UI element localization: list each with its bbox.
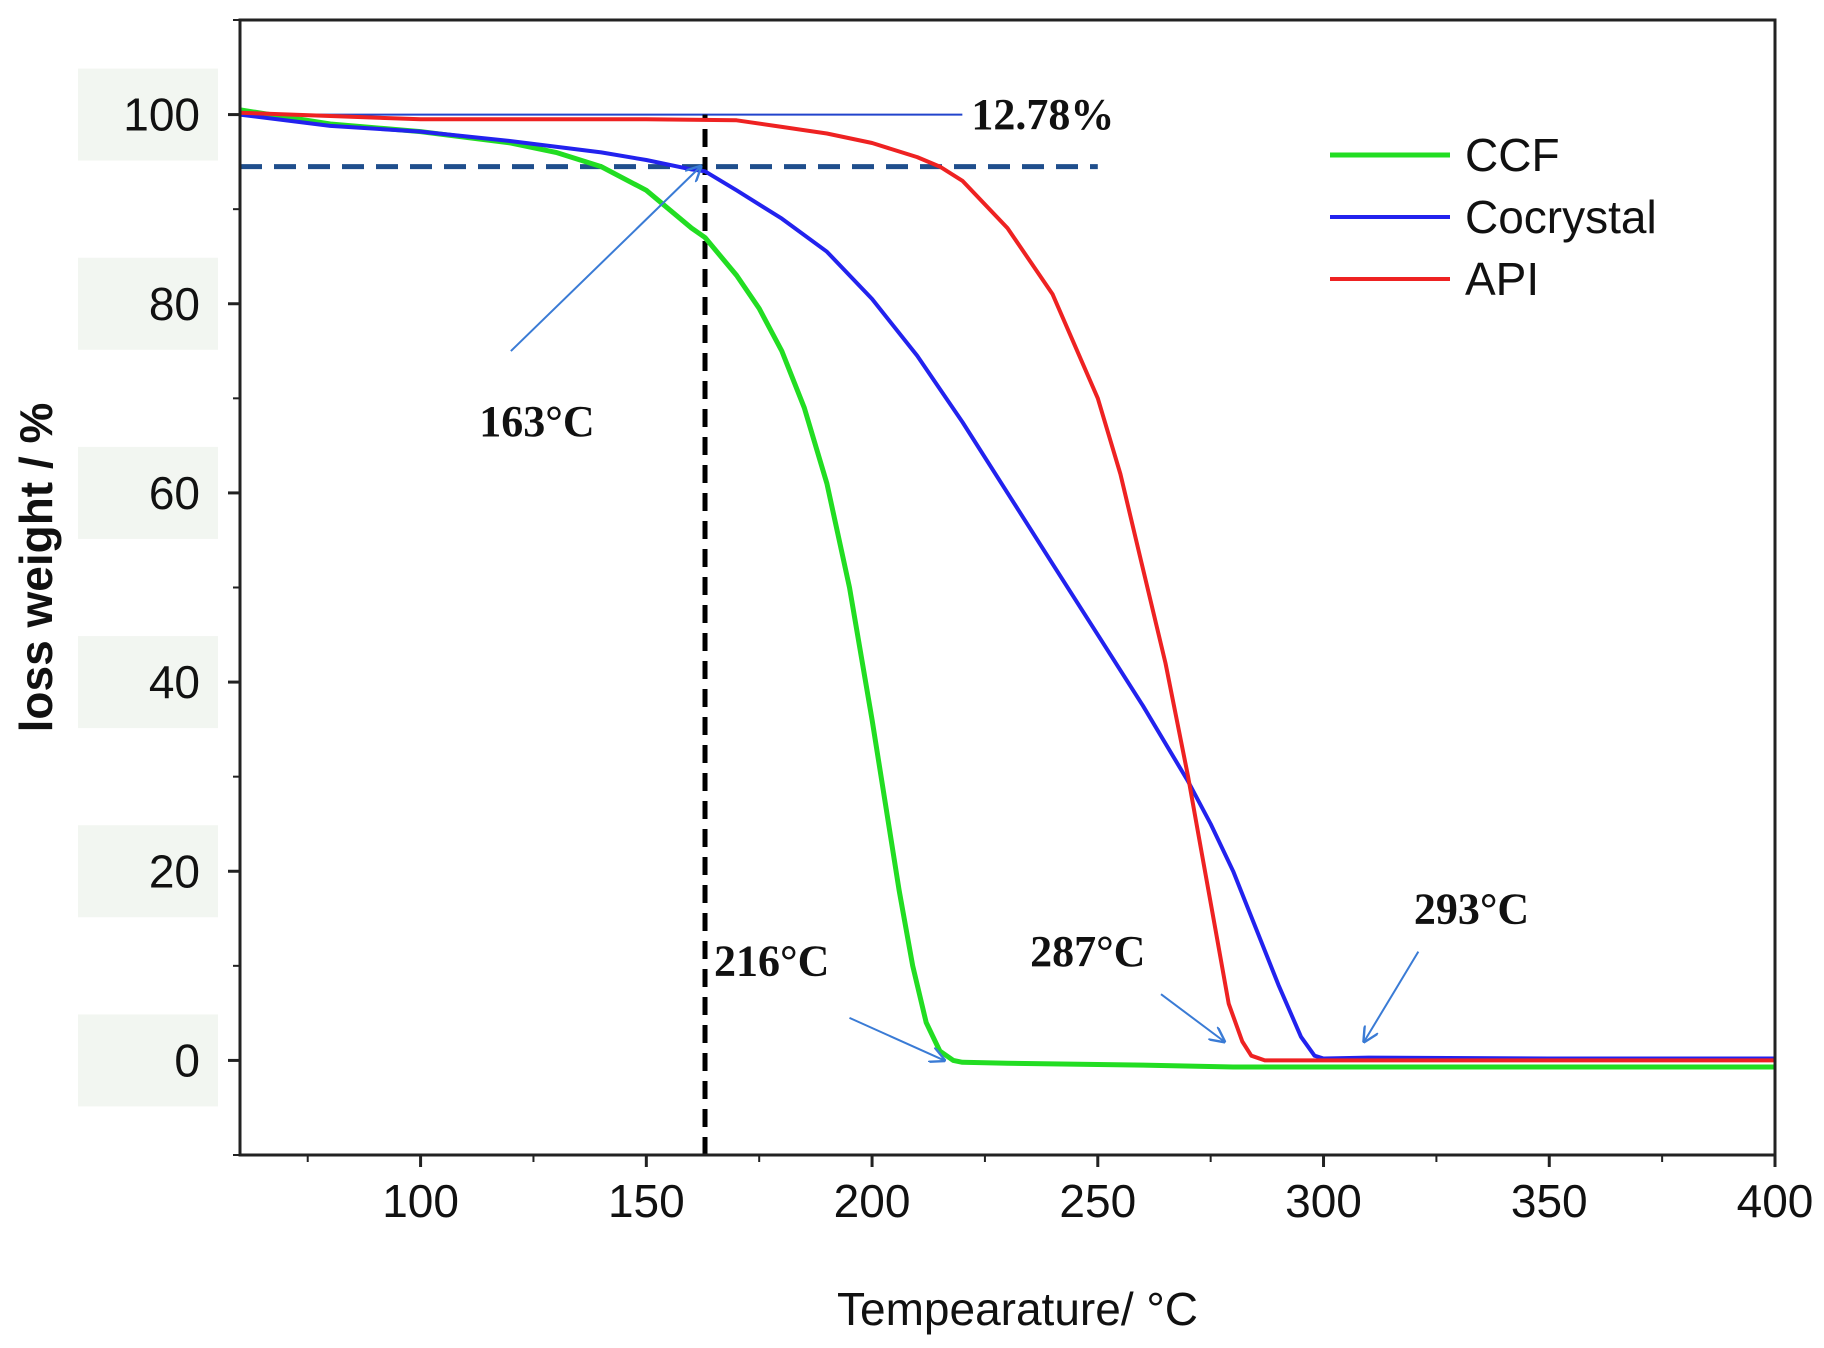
y-tick-label: 80 [149, 278, 200, 330]
annotation-arrow [1364, 951, 1420, 1042]
x-tick-label: 100 [382, 1175, 459, 1227]
y-tick-label-bg [78, 68, 218, 161]
annotation-label: 12.78% [971, 90, 1114, 139]
legend-label: Cocrystal [1465, 191, 1657, 243]
annotations: 12.78% 163°C 216°C 287°C 293°C [479, 90, 1529, 1061]
legend: CCF Cocrystal API [1330, 129, 1657, 305]
legend-label: CCF [1465, 129, 1560, 181]
x-axis-title: Tempearature/ °C [837, 1283, 1198, 1335]
y-tick-label: 40 [149, 656, 200, 708]
series-line-cocrystal [239, 112, 1775, 1061]
axes [228, 18, 1777, 1167]
annotation-arrow [1160, 993, 1224, 1041]
y-tick-label-bg [78, 825, 218, 918]
y-tick-label: 100 [123, 89, 200, 141]
annotation-arrow [510, 167, 701, 352]
y-tick-label: 60 [149, 467, 200, 519]
plot-background [78, 68, 218, 1107]
y-tick-label-bg [78, 446, 218, 539]
annotation-label: 287°C [1030, 927, 1145, 976]
series-line-api [239, 110, 1775, 1063]
legend-label: API [1465, 253, 1539, 305]
annotation-label: 216°C [714, 936, 829, 985]
y-tick-label-bg [78, 636, 218, 729]
annotation-label: 163°C [479, 397, 594, 446]
y-tick-label-bg [78, 257, 218, 350]
y-tick-label: 20 [149, 845, 200, 897]
x-tick-label: 150 [608, 1175, 685, 1227]
y-tick-label: 0 [174, 1034, 200, 1086]
annotation-arrow [849, 1016, 944, 1061]
y-tick-label-bg [78, 1014, 218, 1107]
x-tick-label: 300 [1285, 1175, 1362, 1227]
y-axis-title: loss weight / % [10, 403, 62, 733]
series-group [239, 107, 1775, 1070]
x-tick-label: 250 [1059, 1175, 1136, 1227]
x-tick-label: 200 [834, 1175, 911, 1227]
series-line-ccf [239, 107, 1775, 1070]
reference-lines [240, 113, 1098, 1155]
x-tick-label: 400 [1737, 1175, 1814, 1227]
x-tick-label: 350 [1511, 1175, 1588, 1227]
tick-labels: 100 150 200 250 300 350 400 0 20 40 60 80 100 [123, 89, 1813, 1227]
annotation-label: 293°C [1414, 884, 1529, 933]
